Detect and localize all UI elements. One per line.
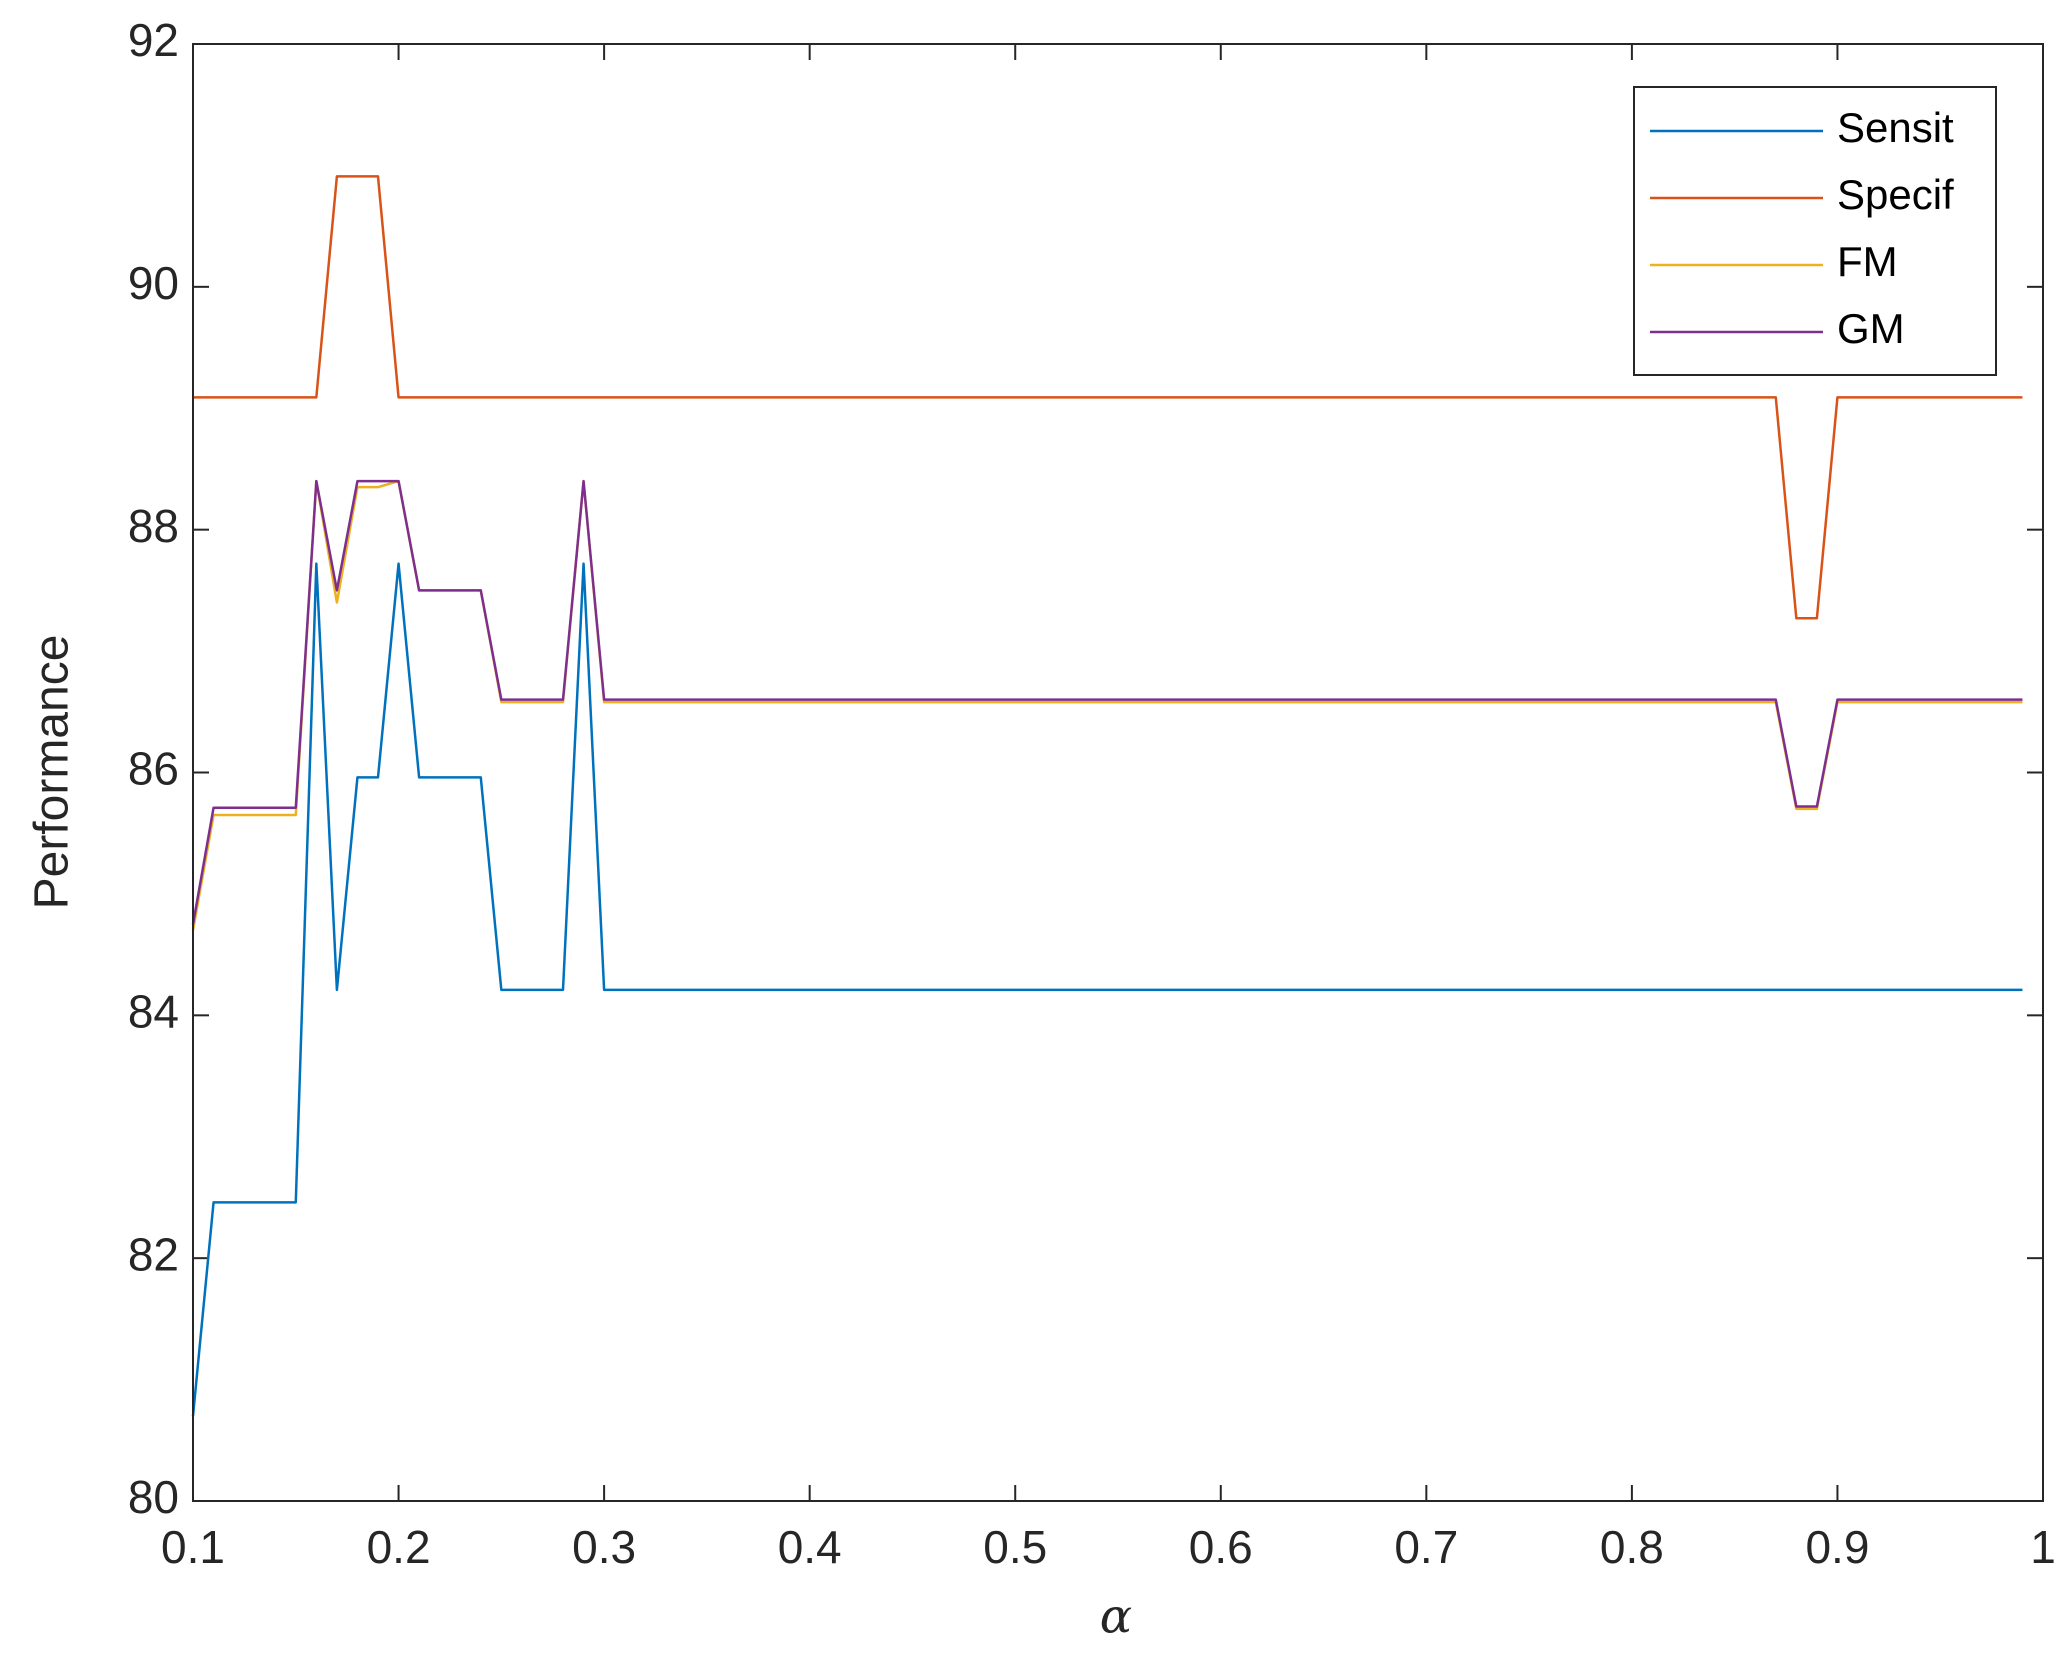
series-line	[191, 479, 2023, 925]
x-tick-label: 1	[2030, 1521, 2056, 1573]
x-tick-label: 0.1	[161, 1521, 225, 1573]
y-tick-label: 90	[128, 257, 179, 309]
x-tick-label: 0.3	[572, 1521, 636, 1573]
x-tick-label: 0.5	[983, 1521, 1047, 1573]
y-tick-label: 82	[128, 1228, 179, 1280]
y-tick-label: 86	[128, 743, 179, 795]
x-tick-label: 0.2	[367, 1521, 431, 1573]
y-tick-label: 88	[128, 500, 179, 552]
legend-label: FM	[1837, 238, 1898, 285]
legend-box	[1633, 86, 1997, 376]
x-tick-label: 0.6	[1189, 1521, 1253, 1573]
legend-label: GM	[1837, 305, 1905, 352]
y-tick-label: 84	[128, 985, 179, 1037]
x-tick-label: 0.7	[1394, 1521, 1458, 1573]
legend-label: Sensit	[1837, 104, 1954, 151]
y-tick-label: 92	[128, 14, 179, 66]
y-tick-label: 80	[128, 1471, 179, 1523]
x-axis-label: α	[1100, 1589, 1132, 1645]
series-line	[191, 562, 2023, 1417]
x-tick-label: 0.8	[1600, 1521, 1664, 1573]
x-tick-label: 0.4	[778, 1521, 842, 1573]
series-line	[193, 175, 2023, 620]
plot-frame	[192, 43, 2044, 1502]
y-axis-label: Performance	[26, 635, 79, 910]
x-tick-label: 0.9	[1805, 1521, 1869, 1573]
legend-label: Specif	[1837, 171, 1954, 218]
